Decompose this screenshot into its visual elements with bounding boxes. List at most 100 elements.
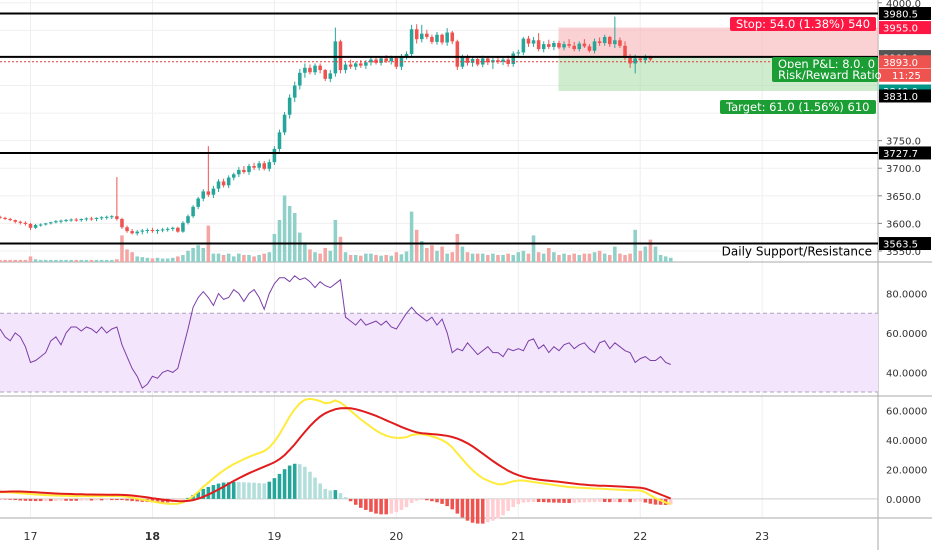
- macd-histogram-bar: [277, 473, 282, 499]
- macd-histogram-bar: [94, 498, 99, 501]
- candle-body: [298, 72, 302, 86]
- macd-histogram-bar: [547, 498, 551, 503]
- macd-histogram-bar: [69, 498, 73, 501]
- macd-histogram-bar: [602, 498, 607, 502]
- macd-histogram-bar: [104, 498, 109, 501]
- candle-body: [252, 166, 256, 168]
- candle-body: [313, 65, 317, 73]
- volume-bar: [597, 250, 602, 262]
- macd-pane[interactable]: [0, 397, 878, 524]
- candle-body: [328, 73, 333, 79]
- volume-bar: [343, 252, 348, 262]
- volume-bar: [399, 254, 404, 262]
- volume-bar: [216, 253, 221, 262]
- macd-histogram-bar: [521, 498, 526, 503]
- macd-histogram-bar: [231, 481, 236, 499]
- candle-body: [419, 33, 424, 40]
- candle-body: [94, 217, 99, 219]
- candle-body: [160, 229, 165, 231]
- volume-bar: [618, 253, 622, 262]
- macd-histogram-bar: [491, 498, 495, 521]
- volume-bar: [668, 257, 673, 262]
- candle-body: [607, 36, 612, 45]
- macd-histogram-bar: [221, 482, 226, 499]
- macd-histogram-bar: [79, 498, 84, 501]
- candle-body: [318, 65, 322, 71]
- macd-histogram-bar: [668, 498, 673, 505]
- price-tick-label: 3600.0: [886, 219, 921, 230]
- candle-body: [450, 32, 455, 42]
- candle-body: [455, 41, 460, 67]
- candle-body: [521, 38, 526, 53]
- volume-bar: [455, 234, 460, 262]
- volume-bar: [430, 245, 434, 262]
- candle-body: [501, 59, 505, 62]
- level-price-tag: 3980.5: [883, 10, 918, 21]
- rsi-tick-label: 60.0000: [886, 329, 927, 340]
- macd-histogram-bar: [353, 498, 358, 505]
- volume-bar: [541, 253, 546, 262]
- volume-bar: [120, 235, 124, 262]
- volume-bar: [49, 259, 53, 262]
- macd-histogram-bar: [414, 498, 419, 501]
- macd-histogram-bar: [552, 498, 556, 503]
- x-tick-label: 19: [267, 530, 281, 543]
- candle-body: [648, 56, 653, 60]
- volume-bar: [318, 253, 322, 262]
- macd-histogram-bar: [13, 498, 18, 501]
- candle-body: [491, 60, 495, 63]
- macd-histogram-bar: [0, 498, 2, 500]
- volume-bar: [308, 249, 312, 262]
- macd-histogram-bar: [318, 483, 322, 499]
- volume-bar: [547, 248, 551, 262]
- signal-line: [0, 407, 672, 503]
- volume-bar: [369, 253, 373, 262]
- volume-bar: [648, 239, 653, 262]
- candle-body: [516, 52, 521, 54]
- volume-bar: [384, 255, 388, 262]
- macd-tick-label: 60.0000: [886, 407, 927, 418]
- macd-histogram-bar: [333, 490, 338, 499]
- macd-histogram-bar: [292, 463, 297, 499]
- macd-histogram-bar: [186, 497, 190, 499]
- macd-histogram-bar: [465, 498, 470, 521]
- price-tag: 3831.0: [883, 92, 918, 103]
- macd-histogram-bar: [226, 482, 231, 499]
- candles[interactable]: [0, 16, 653, 236]
- candle-body: [511, 53, 516, 64]
- macd-histogram-bar: [384, 498, 388, 515]
- price-tag-bg: [879, 89, 931, 103]
- level-lines[interactable]: [0, 12, 878, 245]
- volume-bar: [572, 253, 576, 262]
- candle-body: [140, 230, 145, 232]
- volume-bar: [38, 259, 43, 262]
- volume-bar: [592, 252, 597, 262]
- candle-body: [597, 41, 602, 44]
- volume-bar: [150, 258, 155, 262]
- rsi-pane[interactable]: [0, 275, 878, 393]
- macd-histogram-bar: [155, 498, 160, 503]
- candle-body: [460, 56, 465, 67]
- volume-bar: [226, 253, 231, 262]
- volume-bar: [496, 255, 500, 262]
- macd-histogram-bar: [282, 469, 287, 499]
- candle-body: [430, 36, 434, 42]
- candle-body: [191, 206, 195, 217]
- macd-histogram-bar: [160, 498, 165, 503]
- volume-bar: [511, 255, 516, 262]
- volume-bar: [69, 259, 73, 262]
- candle-body: [638, 58, 643, 61]
- candle-body: [33, 225, 38, 228]
- candle-body: [69, 219, 73, 221]
- macd-histogram-bar: [572, 498, 576, 503]
- volume-bar: [491, 253, 495, 262]
- rsi-band: [0, 313, 878, 393]
- macd-histogram-bar: [592, 498, 597, 503]
- volume-bar: [18, 259, 23, 262]
- volume-bar: [567, 255, 571, 262]
- macd-histogram-bar: [99, 498, 104, 501]
- volume-bar: [155, 257, 160, 262]
- volume-bar: [506, 253, 510, 262]
- volume-bar: [552, 252, 556, 262]
